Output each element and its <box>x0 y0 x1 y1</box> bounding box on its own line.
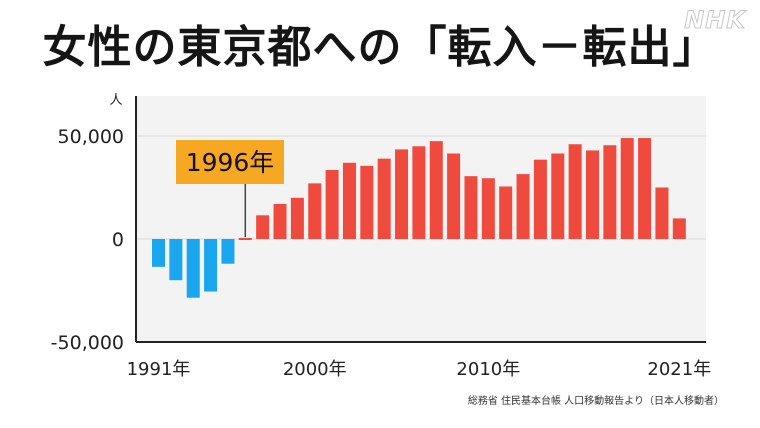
bar-2012 <box>516 174 530 239</box>
bar-2003 <box>360 165 374 239</box>
bar-1997 <box>256 215 270 239</box>
bar-2021 <box>672 218 686 239</box>
bar-2013 <box>533 159 547 239</box>
bar-1999 <box>290 197 304 239</box>
annotation-label: 1996年 <box>186 148 275 177</box>
chart-title: 女性の東京都への「転入－転出」 <box>42 22 718 73</box>
x-tick-label: 1991年 <box>127 359 191 380</box>
bar-1993 <box>186 239 200 298</box>
bar-1998 <box>273 203 287 239</box>
bar-2007 <box>429 141 443 239</box>
bar-2005 <box>395 149 409 239</box>
y-axis-unit: 人 <box>109 93 122 108</box>
bar-2016 <box>586 150 599 239</box>
bars <box>152 138 686 298</box>
bar-2004 <box>377 158 391 239</box>
bar-2001 <box>325 169 339 239</box>
bar-1994 <box>204 239 218 292</box>
y-tick-label: 50,000 <box>58 126 124 148</box>
y-tick-label: -50,000 <box>51 332 124 354</box>
bar-2014 <box>551 153 565 239</box>
bar-1992 <box>169 239 183 281</box>
annotation: 1996年 <box>176 140 284 237</box>
y-tick-label: 0 <box>112 229 124 251</box>
x-tick-label: 2021年 <box>647 359 711 380</box>
bar-1991 <box>152 239 165 267</box>
bar-2002 <box>342 162 356 239</box>
axis-labels: 50,000 0 -50,000 人 1991年 2000年 2010年 2021年 <box>51 93 712 380</box>
x-tick-label: 2000年 <box>283 359 347 380</box>
bar-2015 <box>568 144 582 239</box>
nhk-logo: NHK <box>684 6 746 35</box>
bar-2006 <box>412 146 426 239</box>
bar-2000 <box>308 183 322 239</box>
bar-2020 <box>655 187 669 239</box>
bar-2017 <box>603 145 617 239</box>
source-note: 総務省 住民基本台帳 人口移動報告より（日本人移動者） <box>467 396 724 407</box>
bar-2011 <box>499 186 513 239</box>
bar-2019 <box>638 138 652 239</box>
annotation-box <box>176 140 284 184</box>
bar-2010 <box>481 178 495 239</box>
bar-2008 <box>447 153 461 239</box>
x-tick-label: 2010年 <box>456 359 520 380</box>
bar-2018 <box>620 138 634 239</box>
bar-1996 <box>238 238 252 240</box>
bar-1995 <box>221 239 235 264</box>
axes <box>135 96 706 343</box>
bar-2009 <box>464 176 478 239</box>
